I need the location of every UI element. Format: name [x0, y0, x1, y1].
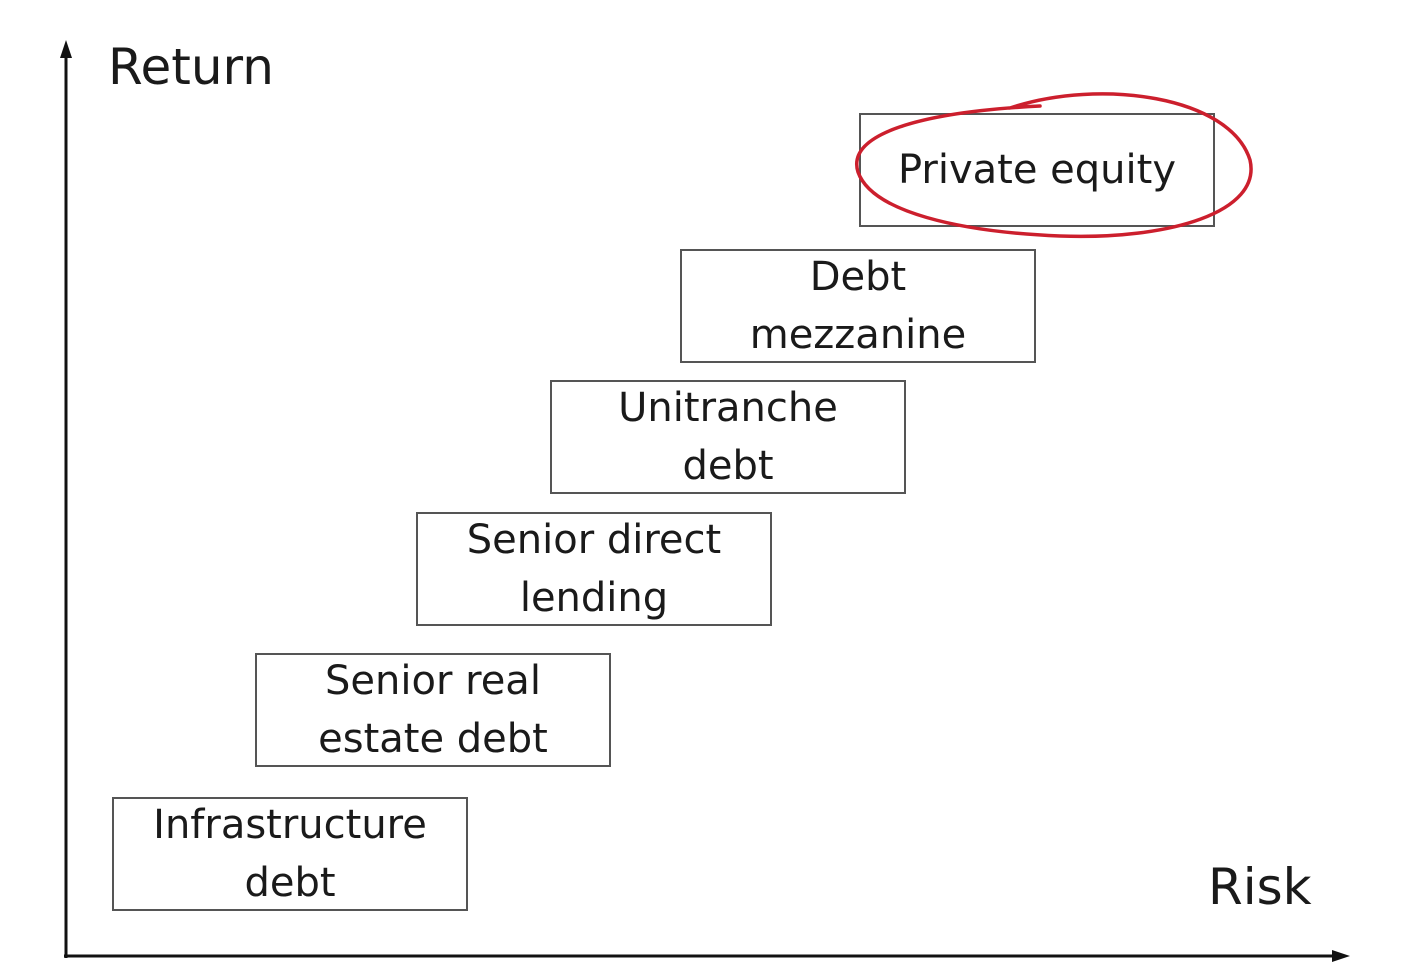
box-label-line: lending: [519, 575, 669, 621]
x-axis-arrowhead: [1332, 950, 1350, 962]
box-label-line: Private equity: [898, 147, 1176, 193]
box-label: Private equity: [898, 141, 1176, 199]
box-label-line: debt: [244, 860, 336, 906]
box-private-equity: Private equity: [859, 113, 1215, 227]
box-label-line: Senior direct: [466, 517, 722, 563]
box-label-line: estate debt: [318, 716, 548, 762]
box-label-line: Unitranche: [618, 385, 838, 431]
box-label-line: Debt: [809, 254, 907, 300]
y-axis-label: Return: [108, 38, 274, 96]
box-label: Senior real estate debt: [318, 652, 548, 768]
y-axis-arrowhead: [60, 40, 72, 58]
box-label: Senior direct lending: [467, 511, 721, 627]
box-label: Debt mezzanine: [750, 248, 967, 364]
box-infrastructure-debt: Infrastructure debt: [112, 797, 468, 911]
box-label: Unitranche debt: [618, 379, 838, 495]
box-label-line: Senior real: [325, 658, 541, 704]
box-unitranche-debt: Unitranche debt: [550, 380, 906, 494]
box-label-line: Infrastructure: [153, 802, 427, 848]
x-axis-label: Risk: [1208, 858, 1312, 916]
box-senior-real-estate-debt: Senior real estate debt: [255, 653, 611, 767]
box-debt-mezzanine: Debt mezzanine: [680, 249, 1036, 363]
box-label-line: mezzanine: [749, 312, 967, 358]
box-label-line: debt: [682, 443, 774, 489]
box-label: Infrastructure debt: [153, 796, 427, 912]
box-senior-direct-lending: Senior direct lending: [416, 512, 772, 626]
